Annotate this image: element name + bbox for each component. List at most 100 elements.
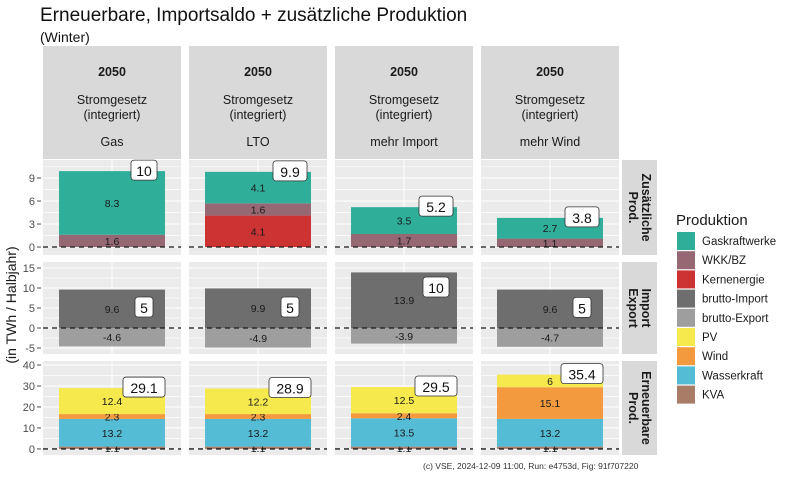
y-tick-label: 9: [29, 173, 35, 185]
y-tick-label: 3: [29, 219, 35, 231]
bar-segment-brutto-export: [59, 328, 165, 347]
legend-swatch: [677, 328, 695, 346]
data-label: 13.2: [102, 428, 123, 440]
row-strip-label: Export: [626, 288, 640, 328]
bar-segment-kva: [59, 446, 165, 449]
total-label-box: [268, 377, 312, 398]
data-label: 9.6: [543, 304, 558, 316]
strip-scenario-line: (integriert): [230, 108, 287, 122]
row-strip: [622, 361, 657, 455]
y-tick-label: 6: [29, 196, 35, 208]
strip-scenario-line: (integriert): [522, 108, 579, 122]
bar-segment-brutto-export: [205, 328, 311, 348]
data-label: -4.9: [249, 333, 267, 345]
data-label: 4.1: [251, 226, 266, 238]
data-label: -3.9: [395, 331, 413, 343]
strip-year: 2050: [244, 65, 272, 79]
total-label: 28.9: [276, 380, 303, 396]
bar-segment-wind: [59, 414, 165, 419]
data-label: 9.9: [251, 303, 266, 315]
footer-caption: (c) VSE, 2024-12-09 11:00, Run: e4753d, …: [423, 461, 639, 471]
bar-segment-brutto-export: [351, 328, 457, 344]
legend-swatch: [677, 308, 695, 327]
bar-segment-wind: [351, 413, 457, 419]
strip-scenario-line: Stromgesetz: [369, 93, 439, 107]
bar-segment-wind: [497, 387, 603, 419]
chart-title: Erneuerbare, Importsaldo + zusätzliche P…: [40, 5, 468, 26]
total-label-box: [414, 375, 458, 397]
data-label: 2.4: [397, 411, 412, 423]
bar-segment-wasserkraft: [497, 418, 603, 447]
data-label: 2.3: [105, 411, 120, 423]
column-strip: [335, 46, 473, 159]
strip-year: 2050: [390, 65, 418, 79]
total-label-box: [134, 296, 154, 318]
legend-swatch: [677, 366, 695, 385]
column-strip: [481, 46, 619, 159]
y-tick-label: 5: [29, 303, 35, 315]
strip-variant: mehr Wind: [520, 135, 580, 149]
strip-variant: Gas: [101, 135, 124, 149]
total-label: 5: [286, 300, 294, 316]
data-label: 2.7: [543, 223, 558, 235]
strip-scenario-line: Stromgesetz: [223, 93, 293, 107]
legend-label: PV: [702, 332, 718, 344]
total-label: 9.9: [280, 164, 300, 180]
total-label-box: [560, 363, 604, 385]
row-strip-label: Erneuerbare: [639, 371, 653, 445]
data-label: 12.5: [394, 395, 415, 407]
row-strip: [622, 262, 657, 354]
legend-label: Gaskraftwerke: [702, 236, 776, 248]
data-label: 3.5: [397, 216, 412, 228]
data-label: 15.1: [540, 398, 561, 410]
total-label: 35.4: [568, 367, 595, 383]
strip-year: 2050: [98, 65, 126, 79]
strip-year: 2050: [536, 65, 564, 79]
legend-label: WKK/BZ: [702, 255, 746, 267]
data-label: -4.6: [103, 332, 121, 344]
bar-segment-wkk-bz: [351, 233, 457, 248]
bar-segment-brutto-export: [497, 328, 603, 347]
legend-label: KVA: [702, 390, 724, 402]
legend-label: Kernenergie: [702, 274, 765, 286]
bar-segment-kva: [351, 446, 457, 449]
data-label: 4.1: [251, 183, 266, 195]
total-label: 29.5: [422, 379, 449, 395]
total-label: 5: [140, 300, 148, 316]
y-tick-label: 20: [23, 402, 35, 414]
total-label: 29.1: [130, 380, 157, 396]
row-strip-label: Prod.: [626, 392, 640, 424]
legend-swatch: [677, 347, 695, 366]
y-tick-label: 30: [23, 381, 35, 393]
data-label: 13.2: [540, 428, 561, 440]
legend-title: Produktion: [676, 212, 748, 229]
data-label: 13.2: [248, 428, 269, 440]
row-strip-label: Import: [639, 289, 653, 329]
column-strip: [43, 46, 181, 159]
total-label-box: [564, 206, 600, 228]
bar-segment-wasserkraft: [59, 418, 165, 447]
legend-swatch: [677, 385, 695, 404]
strip-scenario-line: Stromgesetz: [77, 93, 147, 107]
data-label: 12.4: [102, 396, 123, 408]
total-label-box: [572, 296, 592, 318]
data-label: 6: [547, 376, 553, 388]
bar-segment-wind: [205, 414, 311, 419]
legend-label: brutto-Import: [702, 294, 769, 306]
data-label: 1.7: [397, 236, 412, 248]
legend-label: Wind: [702, 351, 728, 363]
bar-segment-kernenergie: [205, 215, 311, 248]
strip-variant: LTO: [246, 135, 269, 149]
legend-swatch: [677, 289, 695, 308]
data-label: 1.1: [543, 238, 558, 250]
strip-scenario-line: (integriert): [84, 108, 141, 122]
y-tick-label: 0: [29, 323, 35, 335]
data-label: 13.9: [394, 295, 415, 307]
y-tick-label: 0: [29, 242, 35, 254]
y-tick-label: 15: [23, 263, 35, 275]
data-label: 2.3: [251, 411, 266, 423]
bar-segment-wkk-bz: [59, 234, 165, 248]
y-tick-label: 0: [29, 444, 35, 456]
data-label: 9.6: [105, 304, 120, 316]
